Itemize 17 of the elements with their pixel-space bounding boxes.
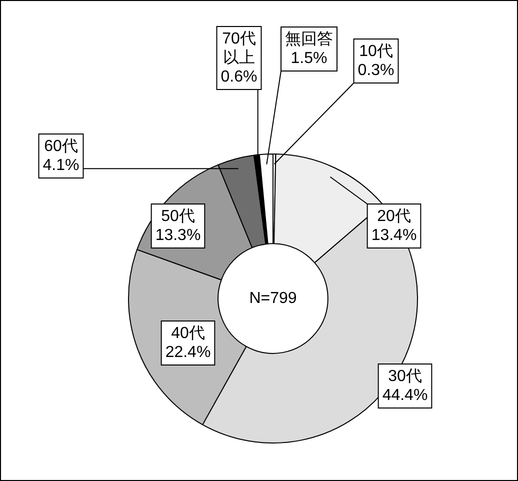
- slice-label: 40代: [171, 324, 205, 342]
- slice-label: 50代: [161, 208, 195, 225]
- data-label: 1.5%: [290, 50, 328, 67]
- data-label: 4.1%: [42, 156, 80, 174]
- slice-label: 30代: [388, 368, 422, 385]
- data-label: 22.4%: [165, 344, 211, 361]
- data-label: 0.6%: [220, 68, 258, 86]
- slice-label: 無回答: [285, 30, 333, 48]
- data-label: 13.4%: [371, 226, 417, 244]
- slice-label: 70代以上: [222, 30, 256, 66]
- text: N=799: [249, 290, 297, 307]
- slice-label: 60代: [44, 138, 78, 155]
- slice-label: 20代: [377, 208, 411, 225]
- slice-label: 10代: [359, 42, 393, 60]
- data-label: 13.3%: [155, 226, 201, 244]
- data-label: 0.3%: [358, 62, 394, 79]
- data-label: 44.4%: [382, 386, 428, 404]
